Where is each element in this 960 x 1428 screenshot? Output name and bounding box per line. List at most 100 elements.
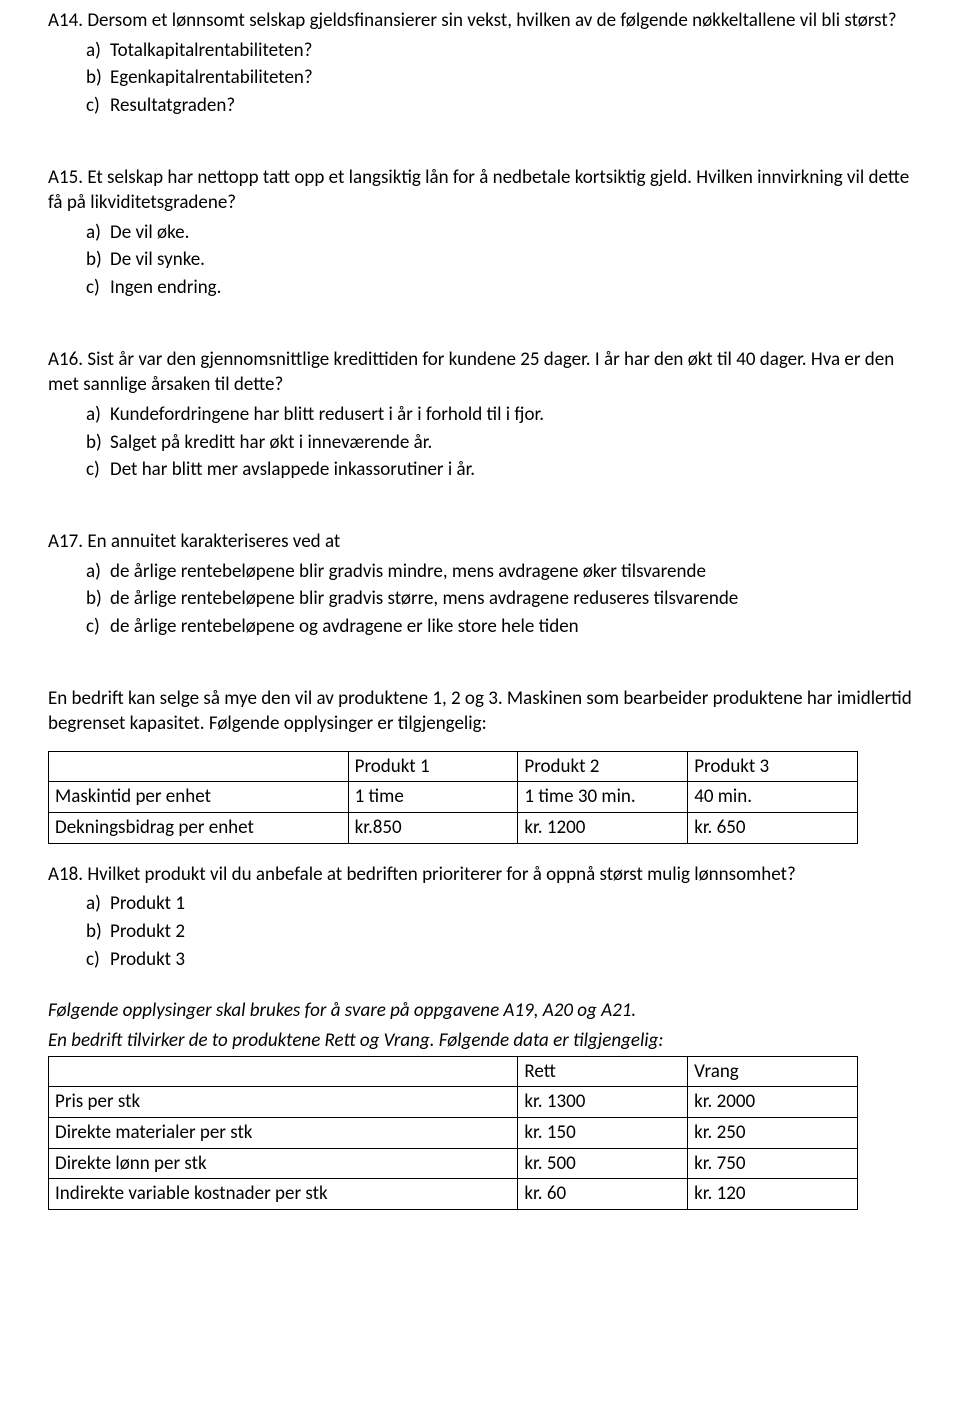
option-text: Produkt 2 (110, 920, 185, 943)
option-label: b) (86, 586, 110, 612)
q17-option-a: a)de årlige rentebeløpene blir gradvis m… (86, 559, 920, 585)
q18-option-a: a)Produkt 1 (86, 891, 920, 917)
question-a17: A17. En annuitet karakteriseres ved at a… (48, 529, 920, 640)
table-rett-vrang: Rett Vrang Pris per stk kr. 1300 kr. 200… (48, 1056, 858, 1210)
q14-option-c: c)Resultatgraden? (86, 93, 920, 119)
table-cell: 40 min. (688, 782, 858, 813)
option-label: a) (86, 220, 110, 246)
q15-option-a: a)De vil øke. (86, 220, 920, 246)
table-row: Rett Vrang (49, 1056, 858, 1087)
option-label: a) (86, 38, 110, 64)
document-page: A14. Dersom et lønnsomt selskap gjeldsfi… (0, 0, 960, 1268)
option-text: de årlige rentebeløpene blir gradvis stø… (110, 587, 738, 610)
table-cell: kr. 650 (688, 813, 858, 844)
option-text: De vil øke. (110, 221, 189, 244)
intro-products: En bedrift kan selge så mye den vil av p… (48, 686, 920, 737)
option-label: b) (86, 919, 110, 945)
option-label: c) (86, 614, 110, 640)
option-label: c) (86, 947, 110, 973)
q15-option-c: c)Ingen endring. (86, 275, 920, 301)
q14-prompt: A14. Dersom et lønnsomt selskap gjeldsfi… (48, 8, 920, 34)
q14-option-b: b)Egenkapitalrentabiliteten? (86, 65, 920, 91)
q14-options: a)Totalkapitalrentabiliteten? b)Egenkapi… (48, 38, 920, 119)
option-label: a) (86, 402, 110, 428)
q17-option-c: c)de årlige rentebeløpene og avdragene e… (86, 614, 920, 640)
table-cell: Pris per stk (49, 1087, 518, 1118)
option-label: c) (86, 457, 110, 483)
q18-options: a)Produkt 1 b)Produkt 2 c)Produkt 3 (48, 891, 920, 972)
table-header-cell: Produkt 2 (518, 751, 688, 782)
q16-prompt: A16. Sist år var den gjennomsnittlige kr… (48, 347, 920, 398)
option-text: Produkt 3 (110, 948, 185, 971)
option-text: De vil synke. (110, 248, 205, 271)
option-label: a) (86, 559, 110, 585)
option-text: Resultatgraden? (110, 94, 235, 117)
q17-options: a)de årlige rentebeløpene blir gradvis m… (48, 559, 920, 640)
intro-a19-21-line1: Følgende opplysinger skal brukes for å s… (48, 998, 920, 1024)
q15-prompt: A15. Et selskap har nettopp tatt opp et … (48, 165, 920, 216)
q16-options: a)Kundefordringene har blitt redusert i … (48, 402, 920, 483)
table-cell: Dekningsbidrag per enhet (49, 813, 349, 844)
table-cell: 1 time (348, 782, 518, 813)
table-row: Indirekte variable kostnader per stk kr.… (49, 1179, 858, 1210)
table-cell: kr. 120 (688, 1179, 858, 1210)
option-text: de årlige rentebeløpene og avdragene er … (110, 615, 579, 638)
table-cell: kr. 750 (688, 1148, 858, 1179)
table-row: Dekningsbidrag per enhet kr.850 kr. 1200… (49, 813, 858, 844)
table-cell: kr. 250 (688, 1117, 858, 1148)
table-cell: kr. 60 (518, 1179, 688, 1210)
table-row: Direkte lønn per stk kr. 500 kr. 750 (49, 1148, 858, 1179)
option-text: Egenkapitalrentabiliteten? (110, 66, 313, 89)
table-cell: kr. 2000 (688, 1087, 858, 1118)
table-cell: Maskintid per enhet (49, 782, 349, 813)
table-header-cell: Produkt 1 (348, 751, 518, 782)
table-products: Produkt 1 Produkt 2 Produkt 3 Maskintid … (48, 751, 858, 844)
table-cell: kr. 1200 (518, 813, 688, 844)
option-label: c) (86, 93, 110, 119)
q17-option-b: b)de årlige rentebeløpene blir gradvis s… (86, 586, 920, 612)
question-a18: A18. Hvilket produkt vil du anbefale at … (48, 862, 920, 973)
table-row: Direkte materialer per stk kr. 150 kr. 2… (49, 1117, 858, 1148)
q15-option-b: b)De vil synke. (86, 247, 920, 273)
q16-option-a: a)Kundefordringene har blitt redusert i … (86, 402, 920, 428)
table-row: Maskintid per enhet 1 time 1 time 30 min… (49, 782, 858, 813)
intro-a19-21-line2: En bedrift tilvirker de to produktene Re… (48, 1028, 920, 1054)
q15-options: a)De vil øke. b)De vil synke. c)Ingen en… (48, 220, 920, 301)
q18-prompt: A18. Hvilket produkt vil du anbefale at … (48, 862, 920, 888)
option-text: Salget på kreditt har økt i inneværende … (110, 431, 432, 454)
table-cell: kr. 150 (518, 1117, 688, 1148)
option-text: Totalkapitalrentabiliteten? (110, 39, 312, 62)
table-header-cell: Rett (518, 1056, 688, 1087)
option-text: de årlige rentebeløpene blir gradvis min… (110, 560, 706, 583)
option-label: b) (86, 430, 110, 456)
table-header-cell: Vrang (688, 1056, 858, 1087)
option-label: a) (86, 891, 110, 917)
table-cell: Direkte materialer per stk (49, 1117, 518, 1148)
question-a14: A14. Dersom et lønnsomt selskap gjeldsfi… (48, 8, 920, 119)
question-a15: A15. Et selskap har nettopp tatt opp et … (48, 165, 920, 301)
table-header-cell (49, 751, 349, 782)
q14-option-a: a)Totalkapitalrentabiliteten? (86, 38, 920, 64)
option-text: Det har blitt mer avslappede inkassoruti… (110, 458, 475, 481)
table-header-cell (49, 1056, 518, 1087)
table-cell: Indirekte variable kostnader per stk (49, 1179, 518, 1210)
option-text: Ingen endring. (110, 276, 221, 299)
option-text: Kundefordringene har blitt redusert i år… (110, 403, 544, 426)
option-text: Produkt 1 (110, 892, 185, 915)
table-cell: kr. 500 (518, 1148, 688, 1179)
q18-option-b: b)Produkt 2 (86, 919, 920, 945)
q18-option-c: c)Produkt 3 (86, 947, 920, 973)
table-cell: Direkte lønn per stk (49, 1148, 518, 1179)
table-cell: kr.850 (348, 813, 518, 844)
option-label: b) (86, 247, 110, 273)
table-cell: 1 time 30 min. (518, 782, 688, 813)
option-label: b) (86, 65, 110, 91)
option-label: c) (86, 275, 110, 301)
table-cell: kr. 1300 (518, 1087, 688, 1118)
q16-option-c: c)Det har blitt mer avslappede inkassoru… (86, 457, 920, 483)
table-row: Pris per stk kr. 1300 kr. 2000 (49, 1087, 858, 1118)
q16-option-b: b)Salget på kreditt har økt i inneværend… (86, 430, 920, 456)
table-row: Produkt 1 Produkt 2 Produkt 3 (49, 751, 858, 782)
q17-prompt: A17. En annuitet karakteriseres ved at (48, 529, 920, 555)
question-a16: A16. Sist år var den gjennomsnittlige kr… (48, 347, 920, 483)
